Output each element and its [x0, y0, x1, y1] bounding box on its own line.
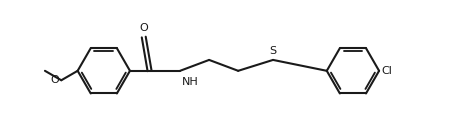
Text: S: S — [269, 46, 276, 56]
Text: NH: NH — [181, 77, 198, 87]
Text: O: O — [50, 75, 59, 85]
Text: O: O — [139, 23, 148, 33]
Text: Cl: Cl — [381, 66, 391, 76]
